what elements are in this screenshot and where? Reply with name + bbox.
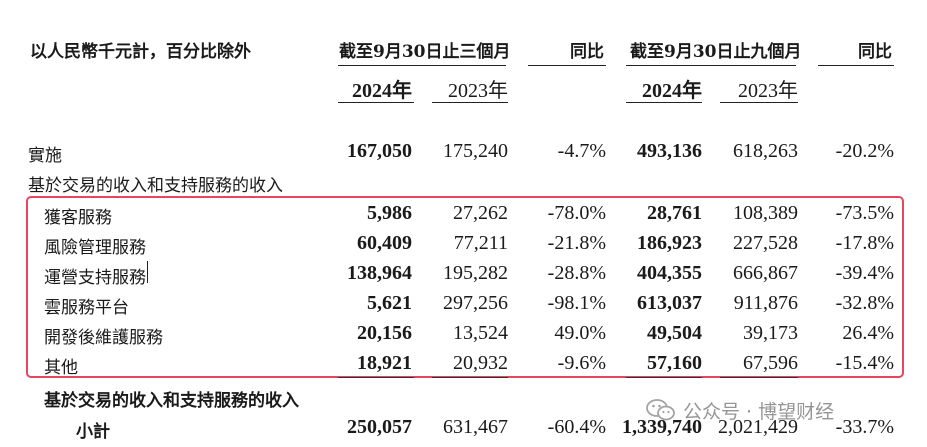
n2023-value: 67,596: [743, 352, 798, 374]
subtotal-underline: [338, 377, 414, 378]
y2024-q-underline: [338, 102, 414, 103]
n2024-value: 28,761: [647, 202, 702, 224]
section-heading: 基於交易的收入和支持服務的收入: [28, 176, 283, 196]
q-yoy-value: -9.6%: [557, 352, 606, 374]
subtotal-underline: [626, 377, 702, 378]
q2024-value: 60,409: [357, 232, 412, 254]
n-yoy-value: -15.4%: [835, 352, 894, 374]
nine-months-header: 截至9月30日止九個月: [630, 42, 802, 62]
q-yoy-value: 49.0%: [554, 322, 606, 344]
q-yoy-value: -78.0%: [547, 202, 606, 224]
q-yoy-value: -4.7%: [557, 140, 606, 162]
row-label: 獲客服務: [44, 208, 112, 228]
yoy-1-underline: [528, 65, 606, 66]
n-yoy-value: -39.4%: [835, 262, 894, 284]
n2024-value: 404,355: [637, 262, 702, 284]
q2024-value: 18,921: [357, 352, 412, 374]
three-months-header: 截至9月30日止三個月: [339, 42, 511, 62]
q-yoy-value: -98.1%: [547, 292, 606, 314]
watermark-text: 公众号 · 博望财经: [683, 400, 835, 423]
three-months-underline: [338, 65, 506, 66]
q2023-value: 631,467: [443, 416, 508, 438]
watermark: 公众号 · 博望财经: [645, 396, 834, 424]
subtotal-underline: [432, 377, 508, 378]
q2023-value: 175,240: [443, 140, 508, 162]
year-2023-q-header: 2023年: [448, 80, 508, 102]
unit-label: 以人民幣千元計，百分比除外: [30, 42, 251, 62]
n2024-value: 1,339,740: [622, 416, 702, 438]
n2023-value: 666,867: [733, 262, 798, 284]
q-yoy-value: -28.8%: [547, 262, 606, 284]
row-label: 其他: [44, 358, 78, 378]
n2024-value: 493,136: [637, 140, 702, 162]
q-yoy-value: -60.4%: [547, 416, 606, 438]
n2024-value: 613,037: [637, 292, 702, 314]
q2024-value: 20,156: [357, 322, 412, 344]
row-label: 運營支持服務: [44, 268, 146, 288]
q2024-value: 138,964: [347, 262, 412, 284]
n2024-value: 49,504: [647, 322, 702, 344]
year-2024-n-header: 2024年: [642, 80, 702, 102]
q2024-value: 5,986: [367, 202, 412, 224]
yoy-header-2: 同比: [858, 42, 892, 62]
n-yoy-value: -20.2%: [835, 140, 894, 162]
nine-months-underline: [626, 65, 796, 66]
n2023-value: 2,021,429: [718, 416, 798, 438]
row-label: 雲服務平台: [44, 298, 129, 318]
year-2023-n-header: 2023年: [738, 80, 798, 102]
q2024-value: 167,050: [347, 140, 412, 162]
q2023-value: 297,256: [443, 292, 508, 314]
n-yoy-value: -33.7%: [835, 416, 894, 438]
q-yoy-value: -21.8%: [547, 232, 606, 254]
q2024-value: 5,621: [367, 292, 412, 314]
n-yoy-value: -73.5%: [835, 202, 894, 224]
yoy-2-underline: [818, 65, 894, 66]
row-label: 實施: [28, 146, 62, 166]
y2023-n-underline: [720, 102, 798, 103]
row-label: 開發後維護服務: [44, 328, 163, 348]
q2023-value: 77,211: [453, 232, 508, 254]
subtotal-heading: 基於交易的收入和支持服務的收入: [44, 391, 299, 411]
q2024-value: 250,057: [347, 416, 412, 438]
n2023-value: 39,173: [743, 322, 798, 344]
n2024-value: 57,160: [647, 352, 702, 374]
n-yoy-value: 26.4%: [842, 322, 894, 344]
n2024-value: 186,923: [637, 232, 702, 254]
subtotal-underline: [720, 377, 798, 378]
q2023-value: 13,524: [453, 322, 508, 344]
wechat-icon: [646, 399, 675, 421]
n2023-value: 227,528: [733, 232, 798, 254]
text-cursor: [147, 261, 148, 283]
y2023-q-underline: [432, 102, 508, 103]
q2023-value: 20,932: [453, 352, 508, 374]
yoy-header-1: 同比: [570, 42, 604, 62]
n-yoy-value: -32.8%: [835, 292, 894, 314]
n2023-value: 911,876: [733, 292, 798, 314]
y2024-n-underline: [626, 102, 702, 103]
n2023-value: 108,389: [733, 202, 798, 224]
row-label: 風險管理服務: [44, 238, 146, 258]
year-2024-q-header: 2024年: [352, 80, 412, 102]
subtotal-label: 小計: [76, 422, 110, 442]
q2023-value: 195,282: [443, 262, 508, 284]
q2023-value: 27,262: [453, 202, 508, 224]
n-yoy-value: -17.8%: [835, 232, 894, 254]
n2023-value: 618,263: [733, 140, 798, 162]
